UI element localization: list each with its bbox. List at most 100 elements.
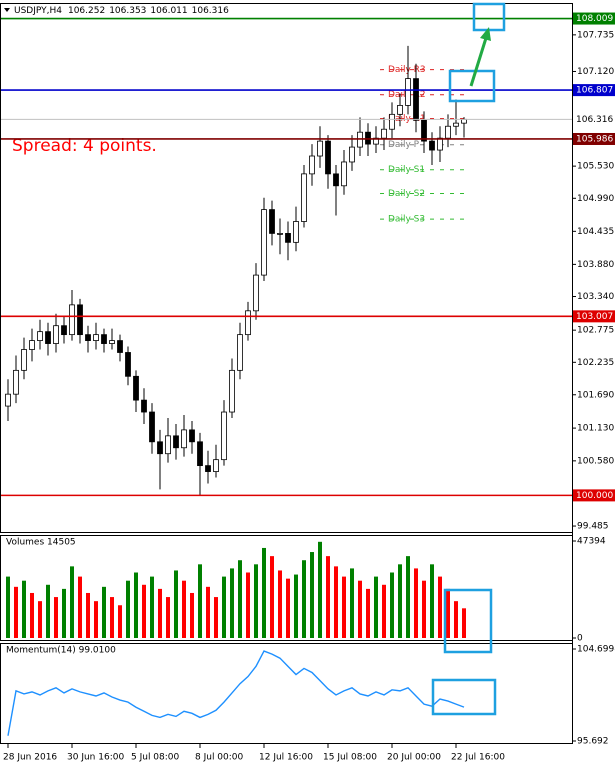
- y-tick-label: 102.775: [577, 326, 614, 336]
- menu-icon: [4, 8, 10, 12]
- candle-body: [421, 119, 427, 142]
- y-tick-label: 100.580: [577, 456, 614, 466]
- candle-body: [133, 375, 139, 401]
- volume-bar: [94, 601, 98, 638]
- candle-body: [237, 334, 243, 371]
- y-tick-label: 104.435: [577, 227, 614, 237]
- candle-body: [429, 140, 435, 151]
- volume-bar: [206, 586, 210, 638]
- arrow: [469, 37, 488, 87]
- candle-body: [437, 137, 443, 151]
- volume-bar: [174, 570, 178, 638]
- volume-bar: [398, 564, 402, 638]
- y-tick-label: 107.735: [577, 30, 614, 40]
- volume-bar: [78, 576, 82, 638]
- pivot-label: Daily S2: [388, 189, 425, 199]
- candle-body: [197, 441, 203, 467]
- x-tick-label: 22 Jul 16:00: [451, 753, 505, 763]
- price-level-label: 105.986: [576, 134, 613, 144]
- price-level-tag: [573, 113, 615, 126]
- candle-body: [389, 113, 395, 130]
- candle-body: [413, 78, 419, 121]
- y-tick-label: 101.130: [577, 424, 614, 434]
- volume-bar: [462, 608, 466, 638]
- volume-bar: [254, 564, 258, 638]
- volume-bar: [286, 578, 290, 638]
- volume-bar: [302, 560, 306, 638]
- candle-body: [173, 435, 179, 449]
- volume-bar: [86, 592, 90, 638]
- y-tick-label: 103.880: [577, 260, 614, 270]
- candle-body: [253, 274, 259, 312]
- candle-body: [381, 128, 387, 139]
- candle-body: [245, 310, 251, 336]
- volume-bar: [374, 576, 378, 638]
- candle-body: [205, 465, 211, 472]
- volume-bar: [358, 580, 362, 638]
- candle-body: [21, 349, 27, 371]
- volume-bar: [366, 588, 370, 638]
- volume-bar: [118, 605, 122, 638]
- annotations: [431, 2, 506, 716]
- y-tick-label: 101.690: [577, 390, 614, 400]
- volume-bar: [46, 584, 50, 638]
- volume-bar: [262, 547, 266, 638]
- volume-bar: [446, 588, 450, 638]
- volume-bar: [430, 564, 434, 638]
- last-low: 106.011: [150, 6, 187, 16]
- price-level-label: 108.009: [576, 14, 613, 24]
- symbol: USDJPY,H4: [14, 6, 62, 16]
- x-tick-label: 5 Jul 08:00: [131, 753, 180, 763]
- volume-bar: [166, 597, 170, 638]
- volume-bar: [382, 584, 386, 638]
- volume-bar: [230, 568, 234, 638]
- candle-body: [53, 325, 59, 344]
- candle-body: [309, 155, 315, 175]
- candle-body: [461, 118, 467, 124]
- candle-body: [157, 441, 163, 455]
- y-tick-label: 107.120: [577, 67, 614, 77]
- candle-body: [29, 340, 35, 350]
- y-tick-label: 95.692: [577, 737, 609, 747]
- y-tick-label: 99.485: [577, 522, 609, 532]
- candle-body: [165, 435, 171, 455]
- highlight-box: [448, 69, 496, 103]
- volume-bar: [390, 572, 394, 638]
- volume-bar: [310, 552, 314, 638]
- y-tick-label: 105.530: [577, 162, 614, 172]
- volume-bar: [38, 601, 42, 638]
- candle-body: [149, 411, 155, 443]
- volume-bar: [294, 574, 298, 638]
- x-tick-label: 20 Jul 00:00: [387, 753, 441, 763]
- candle-body: [293, 221, 299, 243]
- candle-body: [109, 340, 115, 344]
- candle-body: [45, 331, 51, 344]
- y-tick-label: 47394: [577, 537, 606, 547]
- volume-bar: [22, 580, 26, 638]
- price-level-label: 103.007: [576, 312, 613, 322]
- candle-body: [189, 429, 195, 443]
- candle-body: [69, 304, 75, 336]
- candle-body: [269, 209, 275, 234]
- price-level-label: 106.807: [576, 86, 613, 96]
- momentum-title: Momentum(14) 99.0100: [6, 646, 116, 656]
- volume-bar: [318, 541, 322, 638]
- spread-label: Spread: 4 points.: [12, 136, 157, 156]
- candle-body: [301, 173, 307, 222]
- candle-body: [5, 393, 11, 407]
- candle-body: [317, 140, 323, 157]
- candle-body: [93, 334, 99, 341]
- candle-body: [341, 161, 347, 187]
- candle-body: [453, 122, 459, 127]
- candle-body: [261, 209, 267, 276]
- price-level-label: 100.000: [576, 491, 613, 501]
- candle-body: [213, 459, 219, 472]
- candle-body: [405, 78, 411, 106]
- volume-bar: [278, 570, 282, 638]
- volume-bar: [454, 601, 458, 638]
- volume-bar: [422, 580, 426, 638]
- y-tick-label: 102.235: [577, 358, 614, 368]
- chart-header: USDJPY,H4 106.252 106.353 106.011 106.316: [14, 6, 229, 16]
- candle-body: [61, 325, 67, 336]
